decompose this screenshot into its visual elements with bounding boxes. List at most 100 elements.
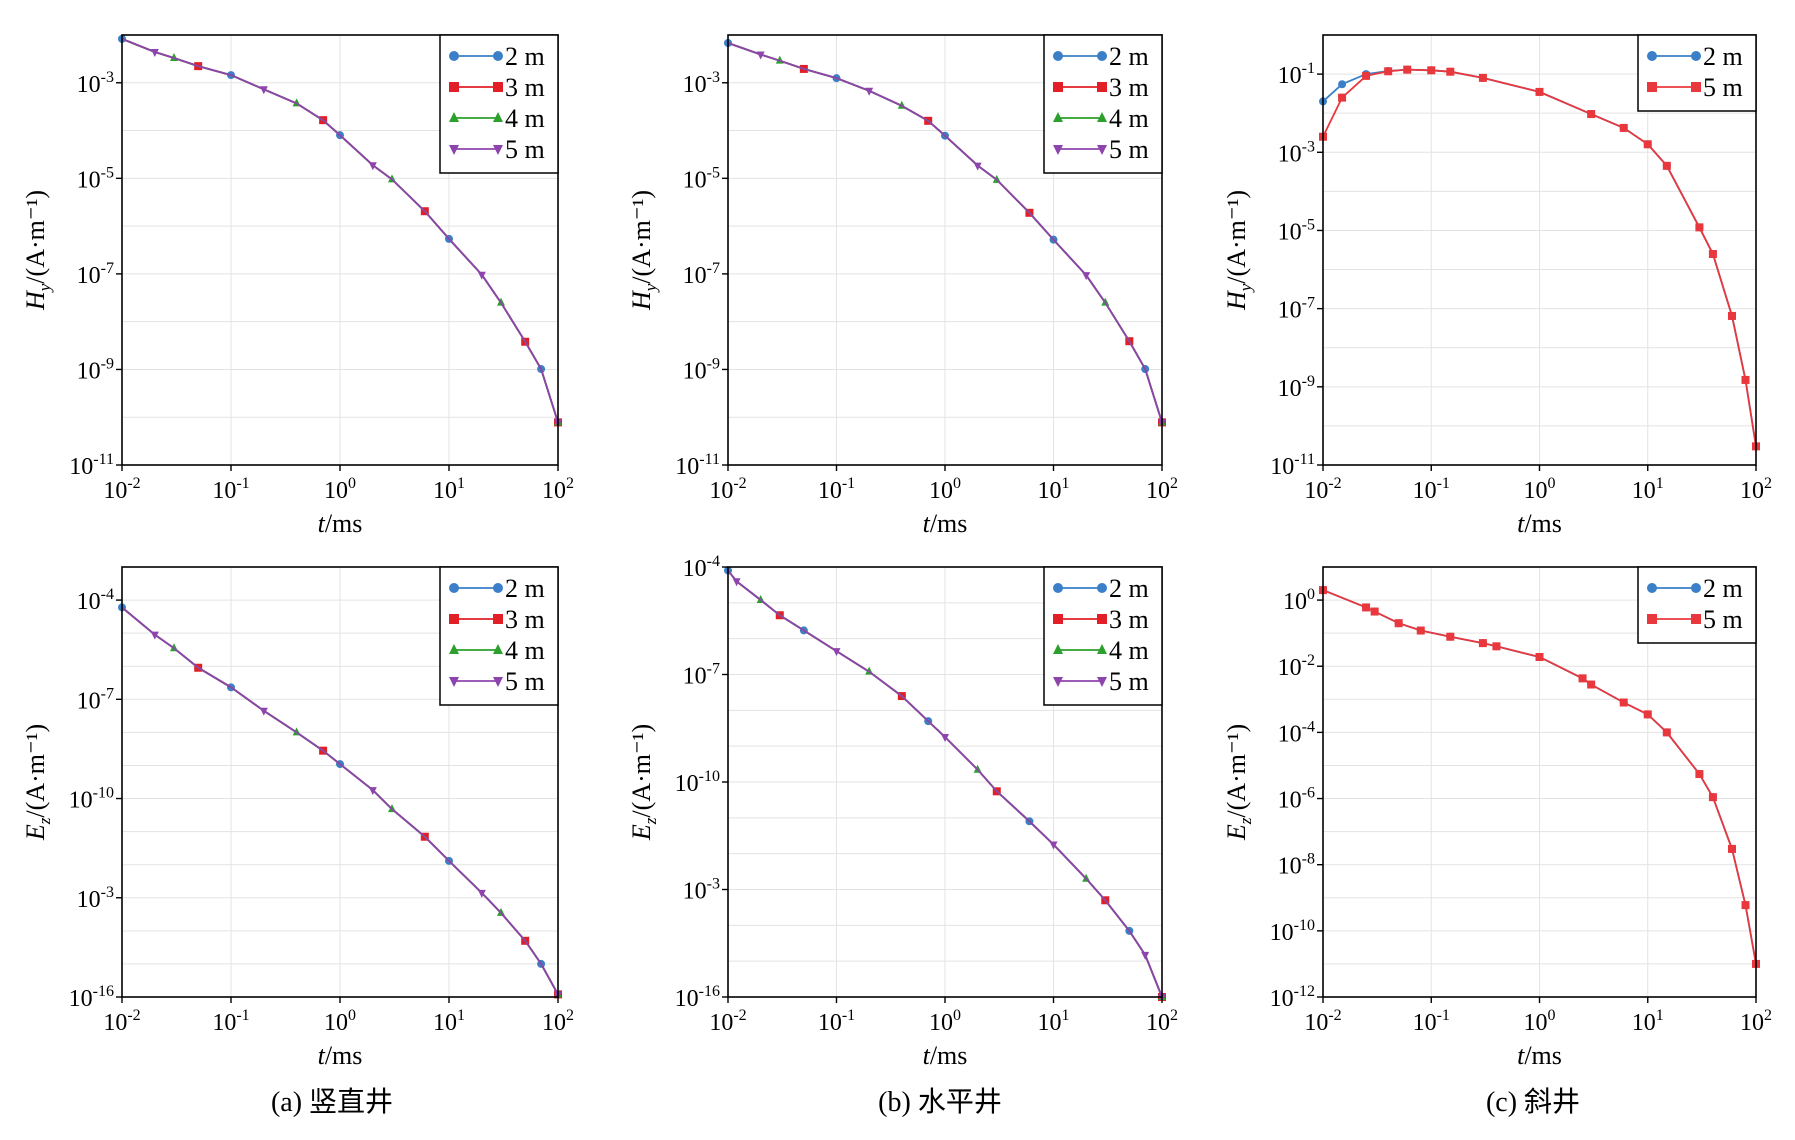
- data-point: [1416, 626, 1425, 635]
- legend-marker-start: [449, 112, 459, 122]
- x-axis-label: t/ms: [1517, 1041, 1562, 1070]
- data-point: [1662, 161, 1671, 170]
- data-point: [1362, 603, 1371, 612]
- data-point: [756, 51, 765, 60]
- chart-b-bottom: 10-2 10-1 100 101 102t/ms10-410-710-1010-310…: [627, 553, 1178, 1070]
- data-point: [1587, 680, 1596, 689]
- legend-item: 2 m: [1647, 42, 1743, 71]
- y-tick-label: 10-12: [1270, 983, 1315, 1012]
- legend-label: 2 m: [1109, 574, 1149, 603]
- data-point: [1662, 728, 1671, 737]
- x-tick-label: 10-2: [1304, 475, 1341, 504]
- data-point: [477, 889, 486, 898]
- y-tick-label: 10-4: [1278, 718, 1315, 747]
- legend-label: 5 m: [505, 667, 545, 696]
- y-tick-label: 10-7: [683, 260, 720, 289]
- data-point: [1446, 632, 1455, 641]
- data-point: [150, 631, 159, 640]
- x-tick-label: 100: [929, 475, 961, 504]
- x-axis: 10-2 10-1 100 101 102 t/ms: [709, 465, 1178, 538]
- legend-marker-start: [449, 677, 459, 687]
- x-tick-label: 10-1: [818, 1007, 855, 1036]
- series-line: [121, 38, 559, 423]
- legend-marker-start: [1053, 583, 1063, 593]
- legend-item: 2 m: [1647, 574, 1743, 603]
- y-axis: 10-3 10-5 10-7 10-9 10-11 Hy/(A·m⁻¹): [21, 69, 122, 480]
- data-point: [1362, 71, 1371, 80]
- data-point: [1478, 73, 1487, 82]
- x-tick-label: 101: [1632, 475, 1664, 504]
- chart-c-top: 10-2 10-1 100 101 102t/ms10-110-310-510-710-…: [1222, 34, 1772, 538]
- x-tick-label: 102: [1740, 475, 1772, 504]
- legend-marker-end: [1097, 51, 1107, 61]
- y-tick-label: 10-16: [69, 983, 114, 1012]
- y-tick-label: 10-5: [1278, 216, 1315, 245]
- y-tick-label: 10-7: [683, 661, 720, 690]
- legend-marker-end: [493, 145, 503, 155]
- x-axis-label: t/ms: [318, 509, 363, 538]
- legend-marker-end: [1097, 82, 1107, 92]
- legend-marker-start: [449, 145, 459, 155]
- data-point: [865, 87, 874, 96]
- legend-marker-start: [449, 51, 459, 61]
- y-axis-label: Ez/(A·m⁻¹): [21, 724, 54, 841]
- legend-label: 2 m: [505, 42, 545, 71]
- y-tick-label: 10-11: [69, 451, 114, 480]
- legend-marker-start: [1647, 614, 1657, 624]
- data-point: [1370, 607, 1379, 616]
- x-tick-label: 100: [1524, 1007, 1556, 1036]
- legend-marker-start: [449, 614, 459, 624]
- legend-label: 2 m: [1703, 42, 1743, 71]
- legend-marker-end: [1691, 583, 1701, 593]
- y-tick-label: 10-9: [77, 355, 114, 384]
- x-tick-label: 102: [1740, 1007, 1772, 1036]
- legend-marker-end: [1097, 644, 1107, 654]
- legend-label: 2 m: [505, 574, 545, 603]
- legend-label: 5 m: [1109, 135, 1149, 164]
- data-point: [1695, 770, 1704, 779]
- legend-item: 3 m: [1053, 605, 1149, 634]
- x-axis-label: t/ms: [318, 1041, 363, 1070]
- chart-b-top: 10-2 10-1 100 101 102t/ms10-310-510-710-910-…: [627, 34, 1178, 538]
- y-axis-label: Hy/(A·m⁻¹): [627, 190, 660, 311]
- data-point: [1741, 901, 1750, 910]
- series-line: [727, 42, 1163, 423]
- y-tick-label: 10-5: [683, 164, 720, 193]
- legend-marker-end: [1691, 51, 1701, 61]
- x-tick-label: 100: [324, 475, 356, 504]
- data-point: [1708, 793, 1717, 802]
- data-point: [1427, 66, 1436, 75]
- legend-marker-start: [1053, 677, 1063, 687]
- x-tick-label: 101: [1038, 475, 1070, 504]
- data-point: [1478, 639, 1487, 648]
- data-point: [832, 648, 841, 657]
- y-tick-label: 10-8: [1278, 851, 1315, 880]
- data-point: [1587, 110, 1596, 119]
- data-point: [1338, 80, 1347, 89]
- legend: 2 m3 m4 m5 m: [1043, 34, 1163, 174]
- x-tick-label: 10-2: [103, 475, 140, 504]
- legend-label: 2 m: [1109, 42, 1149, 71]
- data-point: [1403, 65, 1412, 74]
- data-point: [1338, 93, 1347, 102]
- y-tick-label: 10-6: [1278, 785, 1315, 814]
- x-tick-label: 101: [1038, 1007, 1070, 1036]
- y-axis: 10-1 10-3 10-5 10-7 10-9 10-11 Hy/(A·m⁻¹): [1222, 60, 1323, 480]
- y-axis-label: Hy/(A·m⁻¹): [21, 190, 54, 311]
- legend-item: 5 m: [449, 667, 545, 696]
- legend-marker-start: [1053, 112, 1063, 122]
- legend-marker-start: [449, 82, 459, 92]
- y-tick-label: 10-10: [675, 768, 720, 797]
- data-point: [368, 162, 377, 171]
- data-point: [1492, 642, 1501, 651]
- x-tick-label: 10-1: [212, 1007, 249, 1036]
- legend: 2 m5 m: [1637, 566, 1757, 644]
- x-tick-label: 10-1: [1413, 475, 1450, 504]
- series-line: [121, 606, 559, 995]
- legend: 2 m5 m: [1637, 34, 1757, 112]
- x-tick-label: 100: [324, 1007, 356, 1036]
- legend-marker-end: [1097, 112, 1107, 122]
- legend-label: 2 m: [1703, 574, 1743, 603]
- y-tick-label: 10-4: [77, 586, 114, 615]
